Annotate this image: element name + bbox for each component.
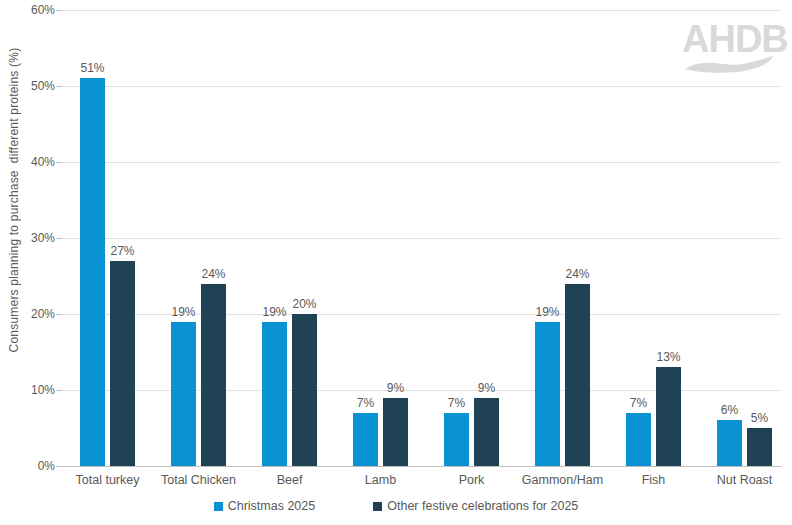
legend-label: Christmas 2025 [228,499,316,513]
bar-other-festive-celebrations-for-2025 [383,398,408,466]
bar-other-festive-celebrations-for-2025 [656,367,681,466]
bar-christmas-2025 [80,78,105,466]
bar-value-label: 9% [371,381,421,395]
y-axis-tick [56,390,62,391]
gridline [62,10,781,11]
y-tick-label: 20% [8,307,55,321]
bar-value-label: 27% [98,244,148,258]
gridline [62,162,781,163]
chart: Consumers planning to purchase different… [0,0,792,525]
bar-value-label: 24% [553,267,603,281]
legend-swatch-icon [373,502,382,511]
bar-other-festive-celebrations-for-2025 [201,284,226,466]
bar-value-label: 24% [189,267,239,281]
bar-christmas-2025 [717,420,742,466]
y-tick-label: 10% [8,383,55,397]
legend-item: Other festive celebrations for 2025 [373,499,578,513]
category-label: Nut Roast [690,473,792,487]
y-axis-tick [56,86,62,87]
y-axis-tick [56,314,62,315]
ahdb-logo: AHDB [682,20,776,74]
legend: Christmas 2025 Other festive celebrations… [0,499,792,513]
bar-christmas-2025 [444,413,469,466]
bar-christmas-2025 [353,413,378,466]
bar-christmas-2025 [262,322,287,466]
y-tick-label: 50% [8,79,55,93]
y-tick-label: 60% [8,3,55,17]
legend-item: Christmas 2025 [214,499,316,513]
ahdb-logo-text: AHDB [682,20,776,58]
x-axis-line [62,466,781,467]
bar-value-label: 5% [735,411,785,425]
bar-value-label: 51% [68,61,118,75]
y-tick-label: 40% [8,155,55,169]
y-axis-tick [56,466,62,467]
bar-christmas-2025 [626,413,651,466]
bar-value-label: 20% [280,297,330,311]
bar-other-festive-celebrations-for-2025 [110,261,135,466]
y-tick-label: 0% [8,459,55,473]
bar-christmas-2025 [171,322,196,466]
y-axis-tick [56,162,62,163]
legend-swatch-icon [214,502,223,511]
bar-christmas-2025 [535,322,560,466]
legend-label: Other festive celebrations for 2025 [387,499,578,513]
bar-other-festive-celebrations-for-2025 [565,284,590,466]
bar-value-label: 9% [462,381,512,395]
y-tick-label: 30% [8,231,55,245]
bar-other-festive-celebrations-for-2025 [747,428,772,466]
y-axis-tick [56,10,62,11]
gridline [62,238,781,239]
bar-other-festive-celebrations-for-2025 [474,398,499,466]
y-axis-tick [56,238,62,239]
bar-other-festive-celebrations-for-2025 [292,314,317,466]
gridline [62,86,781,87]
bar-value-label: 13% [644,350,694,364]
